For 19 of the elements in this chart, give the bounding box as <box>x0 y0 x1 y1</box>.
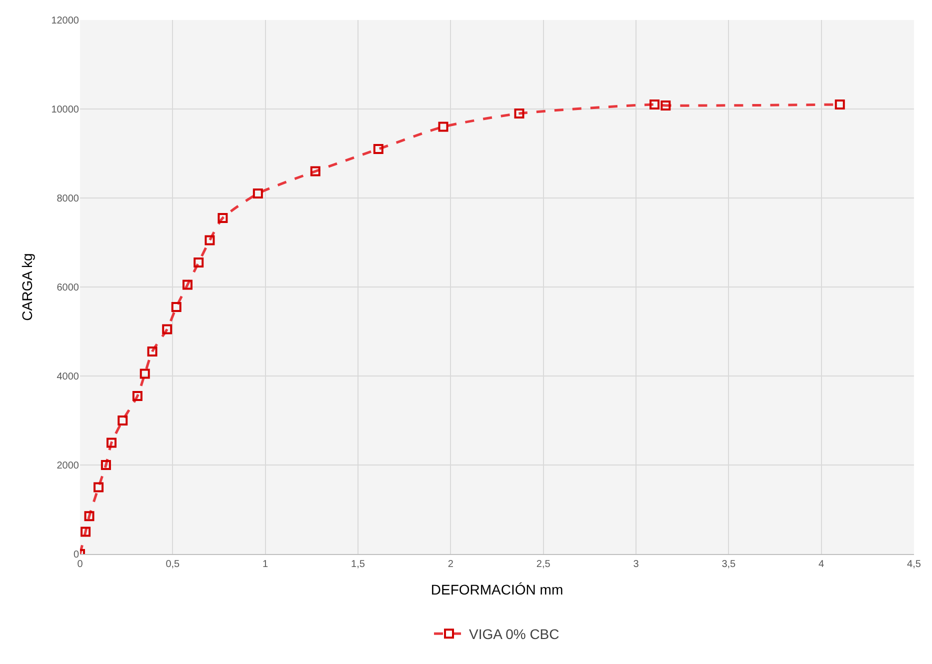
y-tick-label: 6000 <box>56 282 80 294</box>
legend-label: VIGA 0% CBC <box>469 626 560 642</box>
x-tick-label: 3 <box>633 559 640 570</box>
x-tick-label: 2 <box>448 559 454 570</box>
x-tick-label: 2,5 <box>536 559 551 570</box>
y-tick-label: 12000 <box>51 16 80 26</box>
x-tick-label: 0,5 <box>166 559 180 570</box>
x-tick-label: 4 <box>818 559 825 570</box>
y-axis-title: CARGA kg <box>18 253 35 321</box>
x-axis-title: DEFORMACIÓN mm <box>430 581 564 598</box>
x-tick-label: 3,5 <box>722 559 736 570</box>
y-tick-label: 4000 <box>56 372 80 382</box>
x-tick-label: 1,5 <box>351 559 366 570</box>
y-tick-label: 8000 <box>56 194 80 204</box>
x-tick-label: 4,5 <box>907 559 922 570</box>
y-tick-label: 10000 <box>51 104 80 116</box>
x-tick-label: 1 <box>262 559 269 570</box>
y-tick-label: 0 <box>73 550 80 560</box>
y-tick-label: 2000 <box>56 460 80 472</box>
